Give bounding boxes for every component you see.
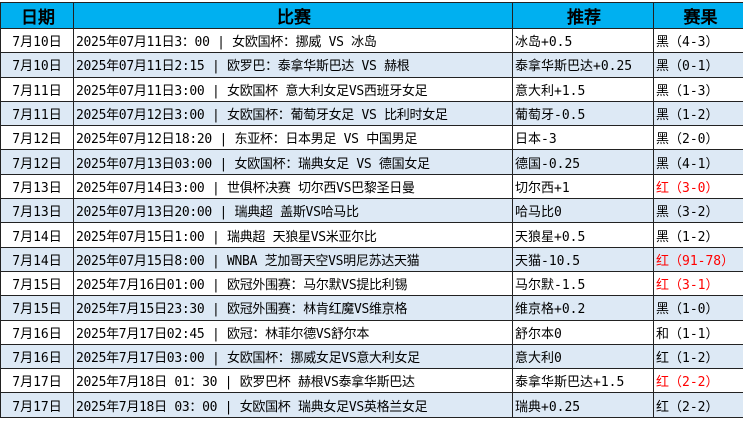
pick-cell: 舒尔本0 bbox=[512, 319, 654, 345]
date-cell: 7月15日 bbox=[0, 295, 74, 321]
date-cell: 7月11日 bbox=[0, 100, 74, 127]
match-cell: 2025年07月15日8:00 | WNBA 芝加哥天空VS明尼苏达天猫 bbox=[73, 246, 513, 272]
pick-cell: 日本-3 bbox=[512, 125, 654, 151]
date-cell: 7月11日 bbox=[0, 76, 74, 102]
pick-cell: 葡萄牙-0.5 bbox=[512, 100, 654, 127]
result-cell: 红（1-2） bbox=[653, 343, 743, 370]
match-cell: 2025年7月18日 03：00 | 女欧国杯 瑞典女足VS英格兰女足 bbox=[73, 392, 513, 418]
match-cell: 2025年07月13日03:00 | 女欧国杯：瑞典女足 VS 德国女足 bbox=[73, 149, 513, 175]
result-cell: 红（2-2） bbox=[653, 392, 743, 418]
pick-cell: 切尔西+1 bbox=[512, 173, 654, 200]
match-cell: 2025年07月11日3：00 | 女欧国杯：挪威 VS 冰岛 bbox=[73, 27, 513, 54]
date-cell: 7月17日 bbox=[0, 392, 74, 418]
pick-cell: 意大利0 bbox=[512, 343, 654, 370]
match-cell: 2025年7月15日23:30 | 欧冠外围赛：林肯红魔VS维京格 bbox=[73, 295, 513, 321]
match-cell: 2025年07月11日2:15 | 欧罗巴：泰拿华斯巴达 VS 赫根 bbox=[73, 52, 513, 78]
match-cell: 2025年07月13日20:00 | 瑞典超 盖斯VS哈马比 bbox=[73, 198, 513, 224]
table-row: 7月12日 2025年07月12日18:20 | 东亚杯：日本男足 VS 中国男足… bbox=[0, 125, 743, 151]
table-row: 7月11日 2025年07月11日3:00 | 女欧国杯 意大利女足VS西班牙女足… bbox=[0, 76, 743, 102]
pick-cell: 冰岛+0.5 bbox=[512, 27, 654, 54]
date-cell: 7月12日 bbox=[0, 149, 74, 175]
pick-cell: 天狼星+0.5 bbox=[512, 222, 654, 248]
table-row: 7月13日 2025年07月13日20:00 | 瑞典超 盖斯VS哈马比 哈马比0 黑… bbox=[0, 198, 743, 224]
match-cell: 2025年07月11日3:00 | 女欧国杯 意大利女足VS西班牙女足 bbox=[73, 76, 513, 102]
pick-cell: 马尔默-1.5 bbox=[512, 270, 654, 297]
date-cell: 7月16日 bbox=[0, 343, 74, 370]
match-cell: 2025年7月17日02:45 | 欧冠：林菲尔德VS舒尔本 bbox=[73, 319, 513, 345]
match-cell: 2025年7月18日 01：30 | 欧罗巴杯 赫根VS泰拿华斯巴达 bbox=[73, 368, 513, 394]
result-cell: 黑（2-0） bbox=[653, 125, 743, 151]
date-cell: 7月14日 bbox=[0, 246, 74, 272]
result-cell: 黑（1-0） bbox=[653, 295, 743, 321]
results-table: 日期 比赛 推荐 赛果 7月10日 2025年07月11日3：00 | 女欧国杯：… bbox=[0, 2, 743, 418]
table-row: 7月13日 2025年07月14日3:00 | 世俱杯决赛 切尔西VS巴黎圣日曼切… bbox=[0, 173, 743, 200]
date-cell: 7月15日 bbox=[0, 270, 74, 297]
pick-cell: 德国-0.25 bbox=[512, 149, 654, 175]
pick-cell: 瑞典+0.25 bbox=[512, 392, 654, 418]
result-cell: 黑（1-2） bbox=[653, 100, 743, 127]
match-cell: 2025年07月12日3:00 | 女欧国杯：葡萄牙女足 VS 比利时女足 bbox=[73, 100, 513, 127]
table-row: 7月14日 2025年07月15日8:00 | WNBA 芝加哥天空VS明尼苏达天… bbox=[0, 246, 743, 272]
result-cell: 黑（1-2） bbox=[653, 222, 743, 248]
pick-cell: 泰拿华斯巴达+1.5 bbox=[512, 368, 654, 394]
header-row: 日期 比赛 推荐 赛果 bbox=[0, 2, 743, 29]
result-cell: 黑（0-1） bbox=[653, 52, 743, 78]
table-row: 7月12日 2025年07月13日03:00 | 女欧国杯：瑞典女足 VS 德国女… bbox=[0, 149, 743, 175]
table-row: 7月16日 2025年7月17日03:00 | 女欧国杯：挪威女足VS意大利女足意… bbox=[0, 343, 743, 370]
pick-cell: 天猫-10.5 bbox=[512, 246, 654, 272]
table-row: 7月15日 2025年7月15日23:30 | 欧冠外围赛：林肯红魔VS维京格 维京… bbox=[0, 295, 743, 321]
result-cell: 红（2-2） bbox=[653, 368, 743, 394]
table-row: 7月16日 2025年7月17日02:45 | 欧冠：林菲尔德VS舒尔本 舒尔本0 和… bbox=[0, 319, 743, 345]
result-cell: 和（1-1） bbox=[653, 319, 743, 345]
date-cell: 7月16日 bbox=[0, 319, 74, 345]
date-cell: 7月13日 bbox=[0, 173, 74, 200]
pick-cell: 哈马比0 bbox=[512, 198, 654, 224]
table-row: 7月17日 2025年7月18日 01：30 | 欧罗巴杯 赫根VS泰拿华斯巴达泰… bbox=[0, 368, 743, 394]
table-row: 7月10日 2025年07月11日2:15 | 欧罗巴：泰拿华斯巴达 VS 赫根泰… bbox=[0, 52, 743, 78]
date-cell: 7月14日 bbox=[0, 222, 74, 248]
match-cell: 2025年07月14日3:00 | 世俱杯决赛 切尔西VS巴黎圣日曼 bbox=[73, 173, 513, 200]
header-date: 日期 bbox=[0, 2, 74, 29]
date-cell: 7月12日 bbox=[0, 125, 74, 151]
date-cell: 7月17日 bbox=[0, 368, 74, 394]
result-cell: 黑（4-3） bbox=[653, 27, 743, 54]
match-cell: 2025年07月12日18:20 | 东亚杯：日本男足 VS 中国男足 bbox=[73, 125, 513, 151]
result-cell: 红（3-0） bbox=[653, 173, 743, 200]
match-cell: 2025年07月15日1:00 | 瑞典超 天狼星VS米亚尔比 bbox=[73, 222, 513, 248]
table-row: 7月11日 2025年07月12日3:00 | 女欧国杯：葡萄牙女足 VS 比利时… bbox=[0, 100, 743, 127]
date-cell: 7月10日 bbox=[0, 52, 74, 78]
header-pick: 推荐 bbox=[512, 2, 654, 29]
header-match: 比赛 bbox=[73, 2, 513, 29]
result-cell: 黑（3-2） bbox=[653, 198, 743, 224]
table-row: 7月17日 2025年7月18日 03：00 | 女欧国杯 瑞典女足VS英格兰女足… bbox=[0, 392, 743, 418]
table-row: 7月10日 2025年07月11日3：00 | 女欧国杯：挪威 VS 冰岛 冰岛+0… bbox=[0, 27, 743, 54]
date-cell: 7月10日 bbox=[0, 27, 74, 54]
match-cell: 2025年7月17日03:00 | 女欧国杯：挪威女足VS意大利女足 bbox=[73, 343, 513, 370]
match-cell: 2025年7月16日01:00 | 欧冠外围赛：马尔默VS提比利锡 bbox=[73, 270, 513, 297]
result-cell: 红（3-1） bbox=[653, 270, 743, 297]
result-cell: 红（91-78） bbox=[653, 246, 743, 272]
header-result: 赛果 bbox=[653, 2, 743, 29]
pick-cell: 意大利+1.5 bbox=[512, 76, 654, 102]
result-cell: 黑（4-1） bbox=[653, 149, 743, 175]
table-row: 7月15日 2025年7月16日01:00 | 欧冠外围赛：马尔默VS提比利锡 马尔… bbox=[0, 270, 743, 297]
date-cell: 7月13日 bbox=[0, 198, 74, 224]
result-cell: 黑（1-3） bbox=[653, 76, 743, 102]
table-row: 7月14日 2025年07月15日1:00 | 瑞典超 天狼星VS米亚尔比 天狼星+… bbox=[0, 222, 743, 248]
pick-cell: 泰拿华斯巴达+0.25 bbox=[512, 52, 654, 78]
pick-cell: 维京格+0.2 bbox=[512, 295, 654, 321]
